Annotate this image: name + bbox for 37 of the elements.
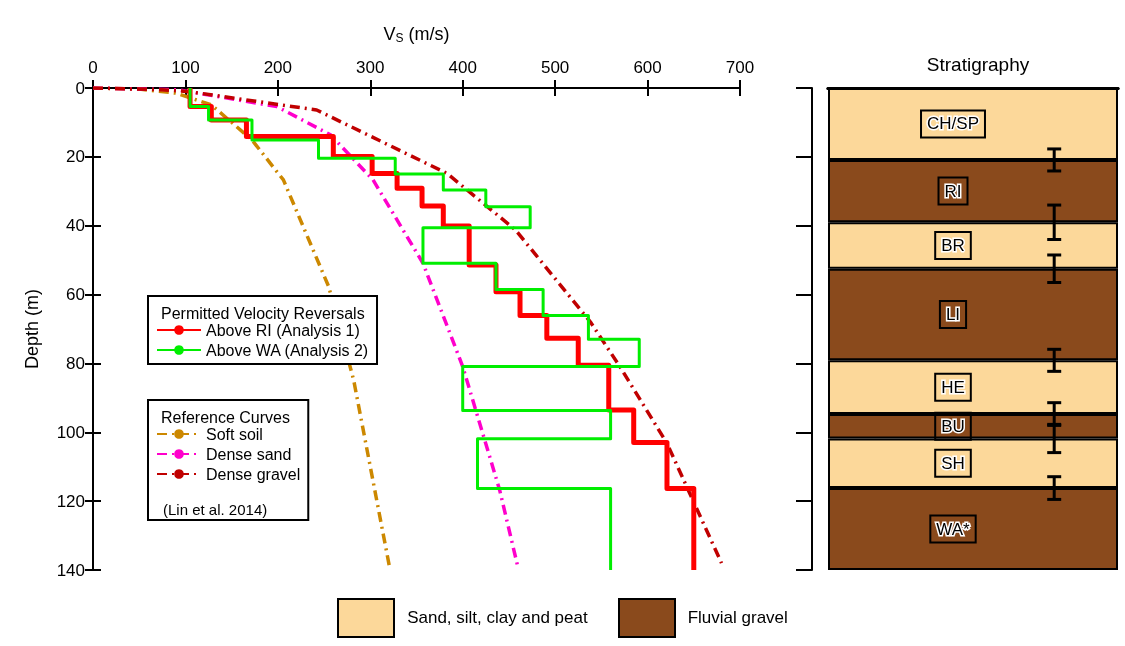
x-tick-label: 300 [356, 58, 385, 77]
series-label: WA* [936, 519, 971, 539]
y-tick-label: 40 [66, 216, 85, 236]
text: Sand, silt, clay and peat [407, 608, 588, 628]
text: Fluvial gravel [687, 608, 788, 628]
y-tick-label: 100 [56, 422, 85, 442]
y-axis-title: Depth (m) [22, 288, 42, 370]
y-tick-label: 0 [75, 78, 85, 98]
x-tick-label: 700 [725, 58, 755, 77]
y-tick-label: 60 [66, 285, 85, 305]
annotation: (Lin et al. 2014) [163, 501, 268, 518]
x-tick-label: 200 [263, 58, 293, 77]
series-label: CH/SP [927, 114, 979, 134]
x-tick-label: 500 [540, 58, 570, 77]
series-label: LI [945, 305, 961, 325]
series-label: HE [941, 377, 965, 397]
x-tick-label: 100 [171, 58, 200, 77]
legend-label: Soft soil [206, 425, 263, 443]
x-tick-label: 0 [88, 58, 98, 77]
legend-label: Above RI (Analysis 1) [206, 321, 360, 339]
line-series [91, 86, 724, 565]
annotation: Reference Curves [161, 408, 290, 426]
y-tick-label: 120 [56, 491, 85, 511]
legend-label: BU [941, 416, 965, 436]
series-label: BR [941, 236, 965, 256]
legend-label: Above WA (Analysis 2) [206, 341, 369, 359]
legend-title: Permitted Velocity Reversals [161, 304, 365, 322]
legend-label: SH [941, 453, 965, 473]
y-tick-label: 80 [66, 353, 85, 373]
x-tick-label: 600 [633, 58, 662, 77]
y-tick-label: 140 [56, 560, 85, 580]
legend-label: Dense gravel [206, 465, 301, 483]
x-tick-label: 400 [448, 58, 477, 77]
y-tick-label: 20 [66, 147, 85, 167]
chart-title: Stratigraphy [926, 54, 1030, 75]
legend-label: Dense sand [206, 445, 292, 463]
series-label: RI [944, 181, 962, 201]
